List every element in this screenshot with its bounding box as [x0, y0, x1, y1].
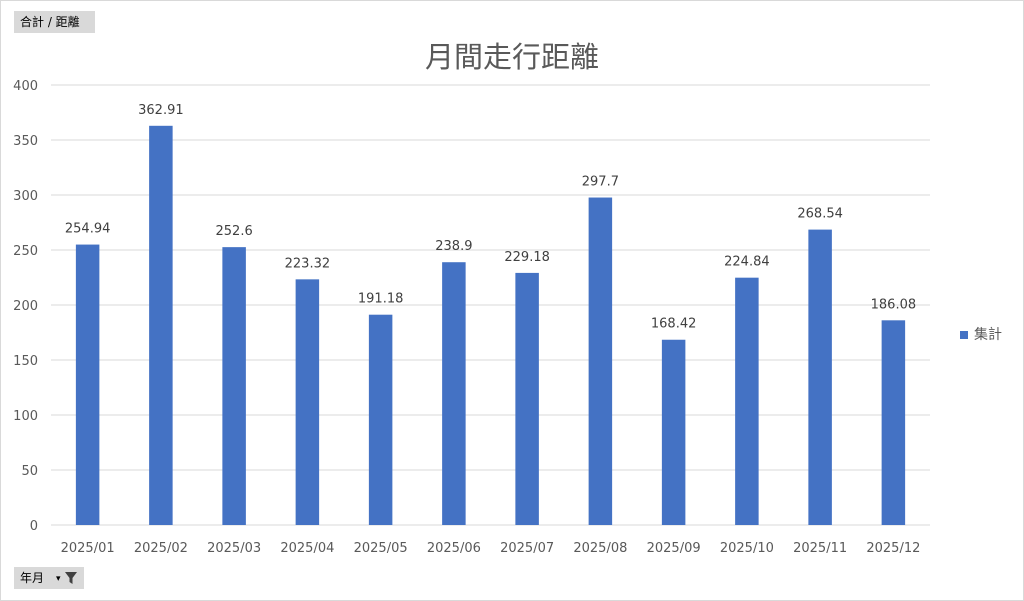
- bar: [368, 314, 393, 525]
- bar: [515, 272, 539, 525]
- bar: [735, 277, 759, 525]
- y-tick-label: 150: [13, 354, 38, 369]
- data-label: 268.54: [797, 207, 843, 222]
- chart-title: 月間走行距離: [424, 40, 599, 74]
- bar: [661, 339, 686, 525]
- x-tick-label: 2025/02: [134, 541, 188, 556]
- bar: [588, 197, 613, 525]
- data-label: 223.32: [285, 256, 331, 271]
- bar: [222, 247, 246, 525]
- data-label: 191.18: [358, 292, 404, 307]
- data-label: 168.42: [651, 317, 697, 332]
- axis-field-button[interactable]: 年月 ▾: [14, 567, 84, 589]
- x-tick-label: 2025/07: [500, 541, 554, 556]
- data-label: 238.9: [435, 239, 472, 254]
- data-label: 224.84: [724, 255, 770, 270]
- dropdown-arrow-icon: ▾: [56, 574, 61, 584]
- y-tick-label: 400: [13, 79, 38, 94]
- x-tick-label: 2025/09: [647, 541, 701, 556]
- x-tick-label: 2025/03: [207, 541, 261, 556]
- bar: [881, 320, 906, 525]
- data-label: 186.08: [871, 297, 917, 312]
- x-tick-label: 2025/08: [573, 541, 627, 556]
- bar: [295, 279, 320, 525]
- data-label: 362.91: [138, 103, 184, 118]
- x-tick-label: 2025/01: [61, 541, 115, 556]
- y-tick-label: 300: [13, 189, 38, 204]
- y-tick-label: 200: [13, 299, 38, 314]
- y-tick-label: 350: [13, 134, 38, 149]
- y-tick-label: 0: [30, 519, 38, 534]
- bar: [75, 244, 100, 526]
- x-tick-label: 2025/05: [354, 541, 408, 556]
- legend[interactable]: 集計: [960, 324, 1002, 344]
- y-tick-label: 250: [13, 244, 38, 259]
- data-label: 252.6: [216, 224, 253, 239]
- x-tick-label: 2025/12: [866, 541, 920, 556]
- y-tick-label: 100: [13, 409, 38, 424]
- legend-label: 集計: [974, 327, 1002, 343]
- x-tick-label: 2025/06: [427, 541, 481, 556]
- value-field-button[interactable]: 合計 / 距離: [14, 11, 95, 33]
- x-tick-label: 2025/11: [793, 541, 847, 556]
- value-field-label: 合計 / 距離: [20, 15, 80, 29]
- data-label: 297.7: [582, 175, 619, 190]
- data-label: 254.94: [65, 222, 111, 237]
- bar: [149, 125, 173, 525]
- bar: [442, 262, 466, 525]
- y-tick-label: 50: [21, 464, 38, 479]
- bar: [808, 229, 832, 525]
- data-label: 229.18: [504, 250, 550, 265]
- x-tick-label: 2025/04: [280, 541, 334, 556]
- filter-icon[interactable]: [64, 571, 78, 585]
- x-tick-label: 2025/10: [720, 541, 774, 556]
- legend-swatch: [960, 331, 968, 339]
- axis-field-label: 年月: [20, 571, 45, 585]
